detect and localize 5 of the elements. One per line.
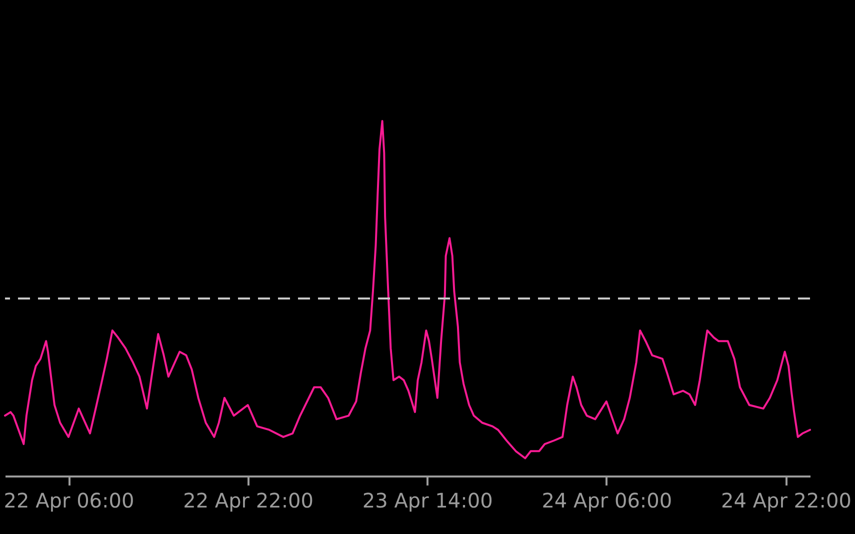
x-tick-label: 23 Apr 14:00	[362, 488, 493, 512]
x-tick-label: 22 Apr 22:00	[183, 488, 314, 512]
x-tick-label: 22 Apr 06:00	[4, 488, 134, 512]
x-tick-label: 24 Apr 22:00	[721, 488, 852, 512]
x-tick-label: 24 Apr 06:00	[542, 488, 672, 512]
